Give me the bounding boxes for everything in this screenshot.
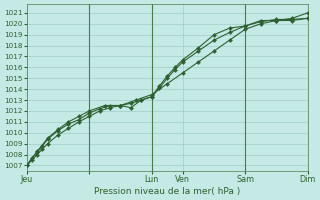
X-axis label: Pression niveau de la mer( hPa ): Pression niveau de la mer( hPa ): [94, 187, 240, 196]
